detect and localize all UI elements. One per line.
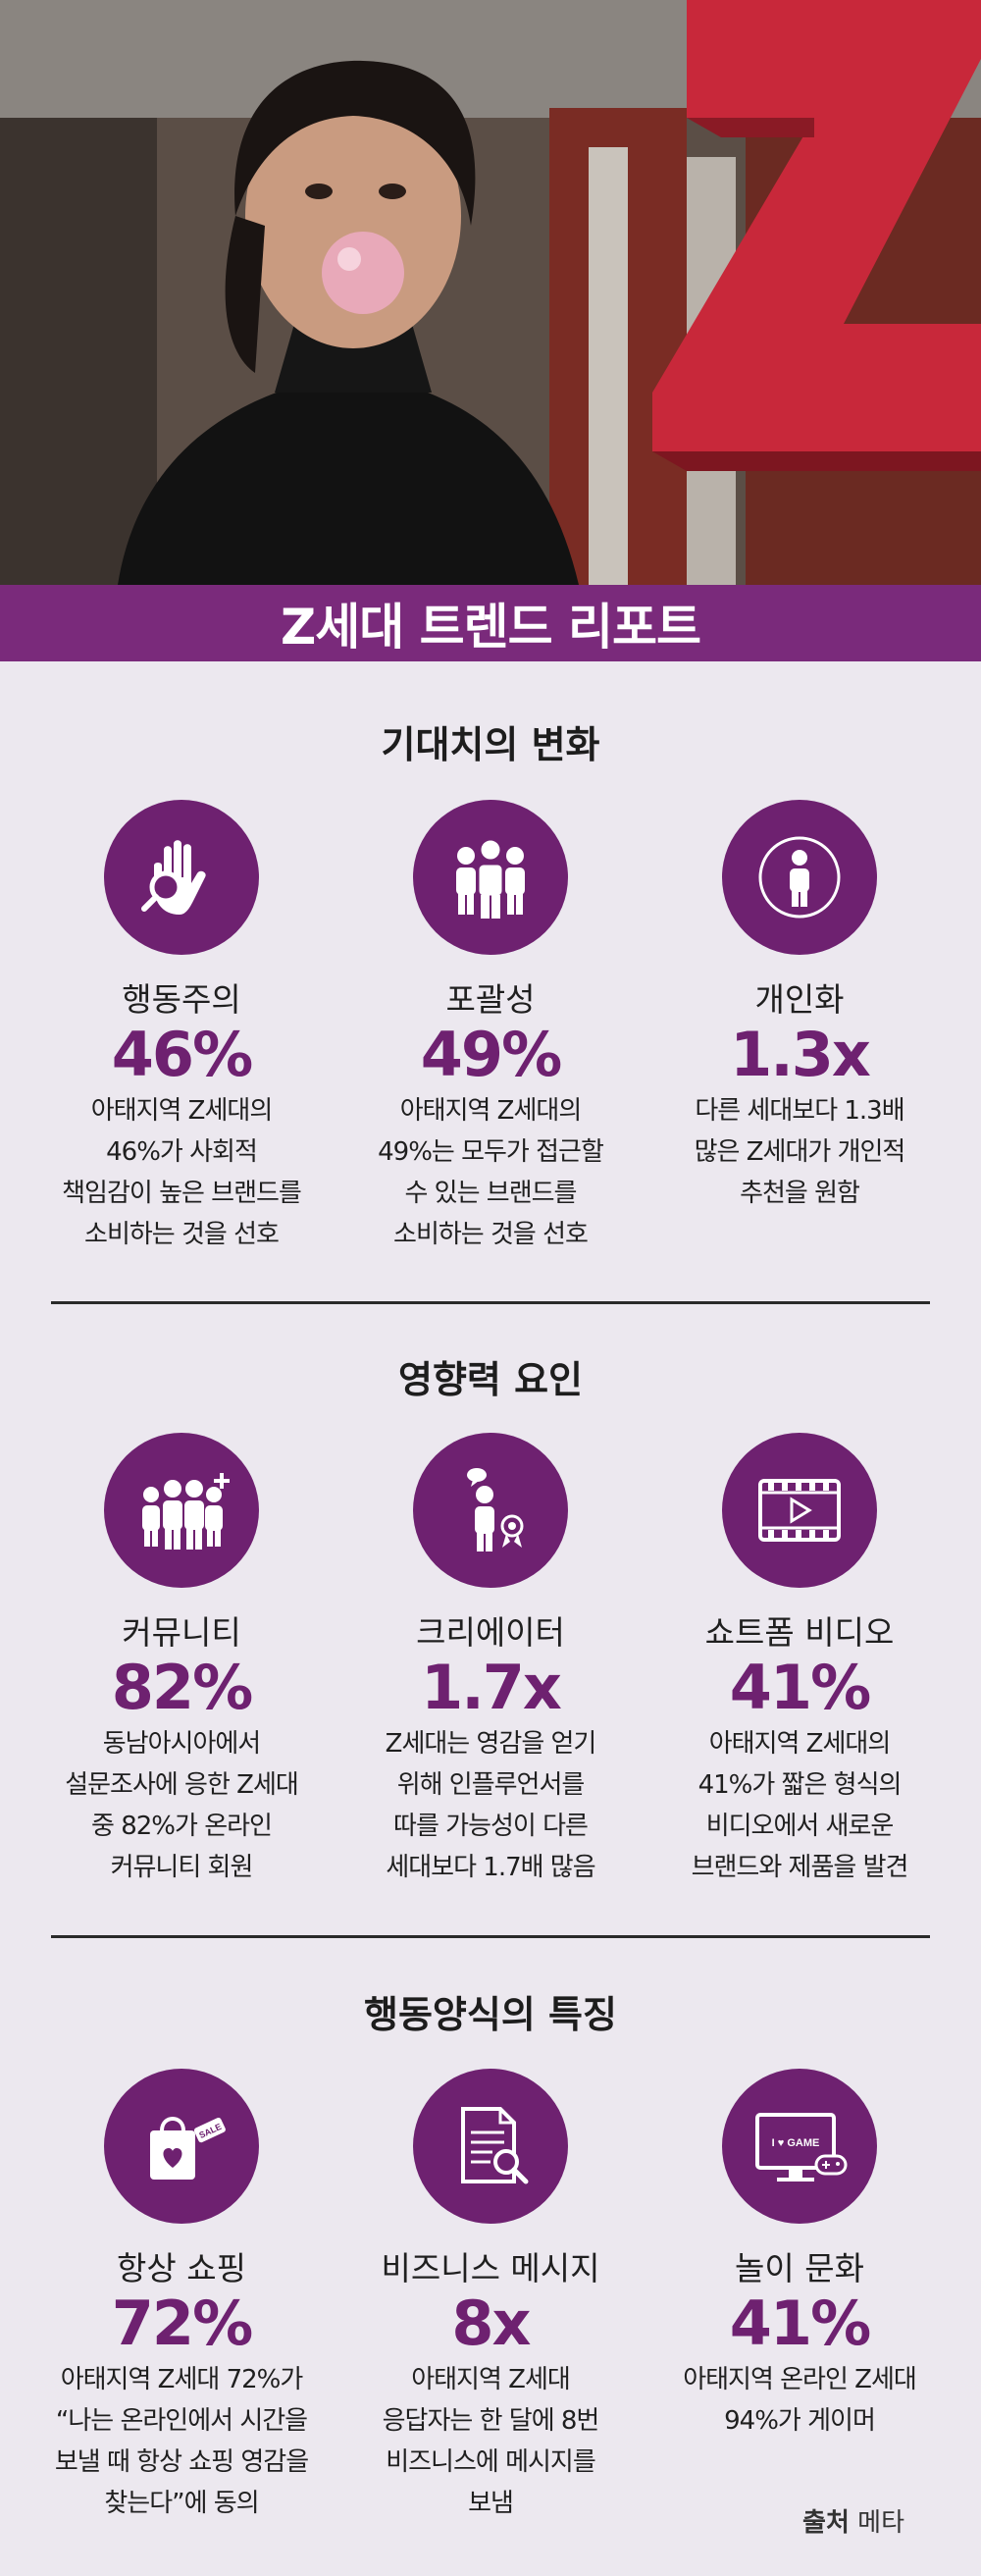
hand-magnifier-icon bbox=[104, 800, 259, 955]
stat-item-creator: 크리에이터 1.7x Z세대는 영감을 얻기 위해 인플루언서를 따를 가능성이… bbox=[343, 1433, 638, 1888]
stat-item-shortform: 쇼트폼 비디오 41% 아태지역 Z세대의 41%가 짧은 형식의 비디오에서 … bbox=[652, 1433, 947, 1888]
section-divider bbox=[51, 1301, 930, 1304]
stat-value: 1.7x bbox=[421, 1652, 562, 1723]
source-label: 출처 bbox=[802, 2508, 850, 2538]
source-value: 메타 bbox=[857, 2508, 904, 2538]
stat-item-shopping: SALE 항상 쇼핑 72% 아태지역 Z세대 72%가 “나는 온라인에서 시… bbox=[34, 2069, 329, 2524]
stat-value: 82% bbox=[111, 1652, 253, 1723]
stat-description: 아태지역 Z세대의 49%는 모두가 접근할 수 있는 브랜드를 소비하는 것을… bbox=[378, 1096, 604, 1249]
stat-label: 항상 쇼핑 bbox=[117, 2249, 246, 2287]
stat-value: 46% bbox=[111, 1019, 253, 1090]
group-people-icon bbox=[413, 800, 568, 955]
stat-item-activism: 행동주의 46% 아태지역 Z세대의 46%가 사회적 책임감이 높은 브랜드를… bbox=[34, 800, 329, 1255]
section-title-behavior: 행동양식의 특징 bbox=[364, 1993, 617, 2036]
stat-item-business-message: 비즈니스 메시지 8x 아태지역 Z세대 응답자는 한 달에 8번 비즈니스에 … bbox=[343, 2069, 638, 2524]
stat-value: 49% bbox=[420, 1019, 562, 1090]
stat-description: 다른 세대보다 1.3배 많은 Z세대가 개인적 추천을 원함 bbox=[694, 1096, 906, 1208]
section-divider bbox=[51, 1935, 930, 1938]
stat-value: 41% bbox=[729, 2287, 871, 2359]
stat-item-inclusivity: 포괄성 49% 아태지역 Z세대의 49%는 모두가 접근할 수 있는 브랜드를… bbox=[343, 800, 638, 1255]
stat-description: 아태지역 Z세대의 46%가 사회적 책임감이 높은 브랜드를 소비하는 것을 … bbox=[62, 1096, 302, 1249]
stat-label: 행동주의 bbox=[122, 980, 241, 1019]
stat-label: 놀이 문화 bbox=[735, 2249, 864, 2287]
stat-label: 개인화 bbox=[754, 980, 845, 1019]
z-letter-graphic bbox=[652, 0, 981, 471]
person-figure bbox=[118, 60, 579, 585]
person-circle-icon bbox=[722, 800, 877, 955]
stat-label: 크리에이터 bbox=[416, 1613, 565, 1652]
creator-badge-icon bbox=[413, 1433, 568, 1588]
shopping-bag-icon: SALE bbox=[104, 2069, 259, 2224]
video-play-icon bbox=[722, 1433, 877, 1588]
stat-value: 1.3x bbox=[730, 1019, 871, 1090]
stat-value: 8x bbox=[451, 2287, 531, 2359]
stat-label: 커뮤니티 bbox=[122, 1613, 241, 1652]
section-title-expectations: 기대치의 변화 bbox=[381, 723, 600, 766]
stat-description: 아태지역 Z세대의 41%가 짧은 형식의 비디오에서 새로운 브랜드와 제품을… bbox=[691, 1729, 909, 1882]
stat-description: 아태지역 Z세대 응답자는 한 달에 8번 비즈니스에 메시지를 보냄 bbox=[382, 2365, 600, 2518]
stat-value: 41% bbox=[729, 1652, 871, 1723]
stat-label: 비즈니스 메시지 bbox=[381, 2249, 600, 2287]
document-search-icon bbox=[413, 2069, 568, 2224]
hero-photo bbox=[0, 0, 981, 585]
stat-item-community: 커뮤니티 82% 동남아시아에서 설문조사에 응한 Z세대 중 82%가 온라인… bbox=[34, 1433, 329, 1888]
stat-label: 쇼트폼 비디오 bbox=[704, 1613, 895, 1652]
game-monitor-icon: I ♥ GAME bbox=[722, 2069, 877, 2224]
stat-label: 포괄성 bbox=[445, 980, 536, 1019]
stat-description: 아태지역 온라인 Z세대 94%가 게이머 bbox=[683, 2365, 917, 2436]
stat-description: Z세대는 영감을 얻기 위해 인플루언서를 따를 가능성이 다른 세대보다 1.… bbox=[385, 1729, 597, 1882]
title-banner: Z세대 트렌드 리포트 bbox=[0, 585, 981, 661]
stat-value: 72% bbox=[111, 2287, 253, 2359]
game-monitor-text: I ♥ GAME bbox=[772, 2137, 820, 2149]
section-title-influence: 영향력 요인 bbox=[397, 1358, 584, 1401]
report-title: Z세대 트렌드 리포트 bbox=[280, 599, 701, 656]
hero-illustration bbox=[0, 0, 981, 585]
source-credit: 출처 메타 bbox=[802, 2502, 904, 2539]
stat-description: 아태지역 Z세대 72%가 “나는 온라인에서 시간을 보낼 때 항상 쇼핑 영… bbox=[54, 2365, 309, 2518]
stat-item-play-culture: I ♥ GAME 놀이 문화 41% 아태지역 온라인 Z세대 94%가 게이머 bbox=[652, 2069, 947, 2442]
community-add-icon bbox=[104, 1433, 259, 1588]
stat-item-personalization: 개인화 1.3x 다른 세대보다 1.3배 많은 Z세대가 개인적 추천을 원함 bbox=[652, 800, 947, 1214]
stat-description: 동남아시아에서 설문조사에 응한 Z세대 중 82%가 온라인 커뮤니티 회원 bbox=[65, 1729, 299, 1882]
